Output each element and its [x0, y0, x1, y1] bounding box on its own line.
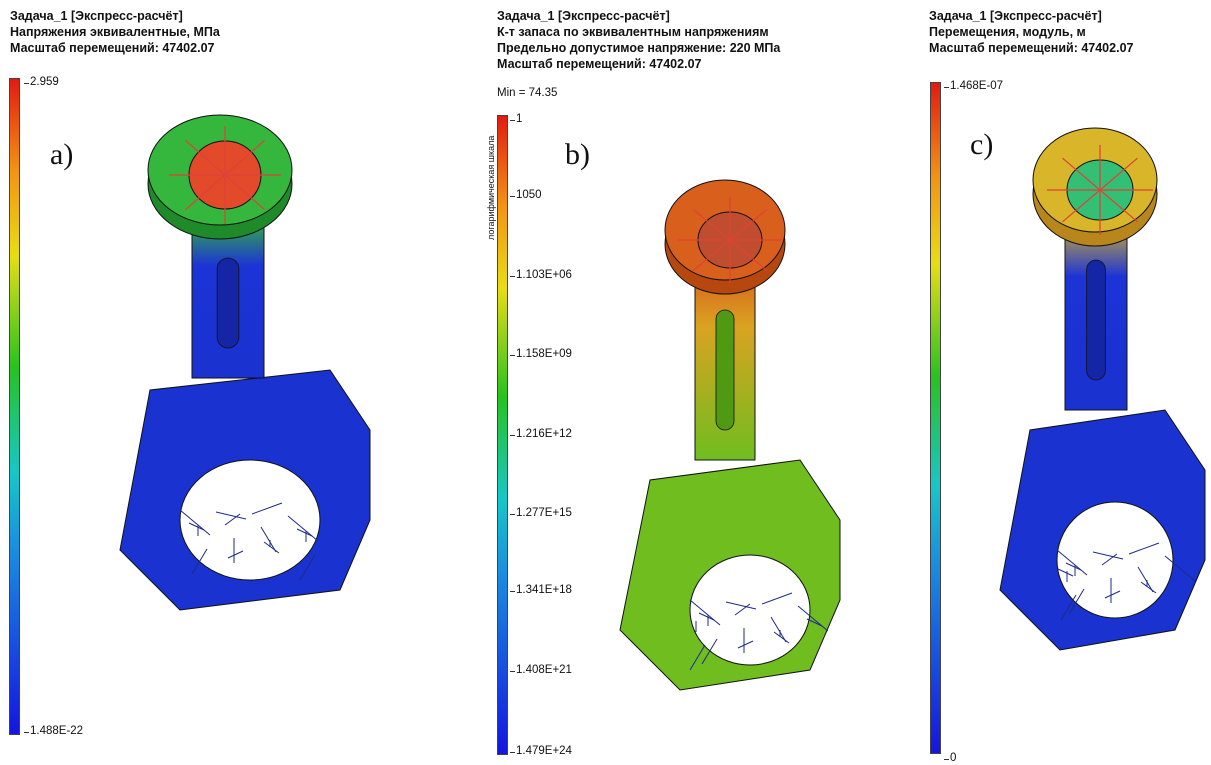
- scale-tick: 1.408E+21: [510, 664, 572, 676]
- constraint-line: [797, 605, 829, 632]
- header-line: Перемещения, модуль, м: [929, 25, 1086, 39]
- header-line: Масштаб перемещений: 47402.07: [929, 41, 1134, 55]
- constraint-line: [1060, 594, 1077, 621]
- min-label: Min = 74.35: [497, 87, 558, 99]
- constraint-line: [215, 511, 247, 520]
- load-arrow: [1062, 189, 1101, 223]
- panel-b: Задача_1 [Экспресс-расчёт] К-т запаса по…: [470, 0, 850, 765]
- load-arrow: [1062, 157, 1101, 191]
- panel-tag: c): [970, 128, 994, 161]
- constraint-line: [1065, 562, 1082, 571]
- scale-tick: 1.277E+15: [510, 507, 572, 519]
- panel-tag: b): [565, 138, 590, 171]
- constraint-line: [1128, 542, 1160, 555]
- load-arrow: [224, 174, 265, 211]
- constraint-line: [1056, 549, 1088, 576]
- load-arrow: [1099, 157, 1138, 191]
- constraint-line: [773, 631, 790, 644]
- load-arrow: [729, 239, 768, 271]
- constraint-line: [737, 640, 754, 649]
- log-scale-label: логарифмическая шкала: [486, 135, 496, 240]
- constraint-line: [689, 599, 721, 626]
- scale-tick: 1.103E+06: [510, 269, 572, 281]
- panel-tag: a): [50, 138, 74, 171]
- big-end-bore: [689, 554, 811, 666]
- header-line: К-т запаса по эквивалентным напряжениям: [497, 25, 769, 39]
- constraint-line: [701, 638, 718, 665]
- constraint-line: [1068, 588, 1085, 615]
- constraint-line: [251, 502, 283, 515]
- constraint-line: [1092, 551, 1124, 560]
- panel-header: Задача_1 [Экспресс-расчёт] Перемещения, …: [929, 8, 1133, 56]
- load-arrow: [729, 209, 768, 241]
- constraint-line: [191, 548, 208, 575]
- connecting-rod-model: [999, 127, 1206, 651]
- big-end-bore: [179, 459, 321, 581]
- panel-header: Задача_1 [Экспресс-расчёт] Напряжения эк…: [10, 8, 220, 56]
- scale-tick: 2.959: [24, 76, 59, 88]
- constraint-line: [806, 618, 823, 627]
- header-line: Задача_1 [Экспресс-расчёт]: [10, 9, 183, 23]
- constraint-line: [296, 528, 313, 537]
- load-arrow: [185, 139, 226, 176]
- constraint-line: [770, 616, 787, 643]
- constraint-line: [179, 509, 211, 536]
- load-arrow: [692, 209, 731, 241]
- panel-header: Задача_1 [Экспресс-расчёт] К-т запаса по…: [497, 8, 840, 72]
- connecting-rod-model: [119, 114, 371, 611]
- constraint-line: [1137, 566, 1154, 593]
- shank-groove: [715, 309, 735, 431]
- scale-tick: 1.341E+18: [510, 584, 572, 596]
- constraint-line: [299, 554, 316, 581]
- constraint-line: [1057, 568, 1074, 577]
- shank-groove: [216, 257, 240, 349]
- color-scale-bar: [930, 82, 941, 754]
- constraint-line: [689, 644, 706, 671]
- constraint-line: [734, 603, 751, 616]
- load-arrow: [185, 174, 226, 211]
- constraint-line: [698, 612, 715, 621]
- header-line: Напряжения эквивалентные, МПа: [10, 25, 220, 39]
- color-scale-bar: [497, 115, 508, 755]
- scale-tick: 1.216E+12: [510, 428, 572, 440]
- header-line: Задача_1 [Экспресс-расчёт]: [929, 9, 1102, 23]
- constraint-line: [1104, 590, 1121, 599]
- connecting-rod-model: [619, 179, 841, 691]
- scale-tick: 0: [943, 752, 957, 764]
- load-arrow: [1099, 189, 1138, 223]
- header-line: Задача_1 [Экспресс-расчёт]: [497, 9, 670, 23]
- scale-tick: 1050: [510, 189, 542, 201]
- constraint-line: [287, 515, 319, 542]
- constraint-line: [224, 513, 241, 526]
- constraint-line: [1140, 581, 1157, 594]
- load-arrow: [692, 239, 731, 271]
- constraint-line: [263, 541, 280, 554]
- constraint-line: [227, 550, 244, 559]
- header-line: Предельно допустимое напряжение: 220 МПа: [497, 41, 781, 55]
- panel-c: Задача_1 [Экспресс-расчёт] Перемещения, …: [920, 0, 1211, 765]
- scale-tick: 1: [509, 113, 523, 125]
- constraint-line: [260, 526, 277, 553]
- constraint-line: [1101, 553, 1118, 566]
- constraint-line: [761, 592, 793, 605]
- constraint-line: [188, 522, 205, 531]
- constraint-line: [725, 601, 757, 610]
- load-arrow: [224, 139, 265, 176]
- header-line: Масштаб перемещений: 47402.07: [497, 57, 702, 71]
- color-scale-bar: [9, 78, 20, 735]
- header-line: Масштаб перемещений: 47402.07: [10, 41, 215, 55]
- scale-tick: 1.479E+24: [510, 745, 572, 757]
- constraint-line: [1164, 555, 1196, 582]
- panel-a: Задача_1 [Экспресс-расчёт] Напряжения эк…: [0, 0, 400, 765]
- big-end-bore: [1056, 501, 1174, 619]
- scale-tick: 1.488E-22: [23, 725, 84, 737]
- shank-groove: [1086, 259, 1106, 381]
- scale-tick: 1.158E+09: [510, 348, 572, 360]
- scale-tick: 1.468E-07: [943, 80, 1004, 92]
